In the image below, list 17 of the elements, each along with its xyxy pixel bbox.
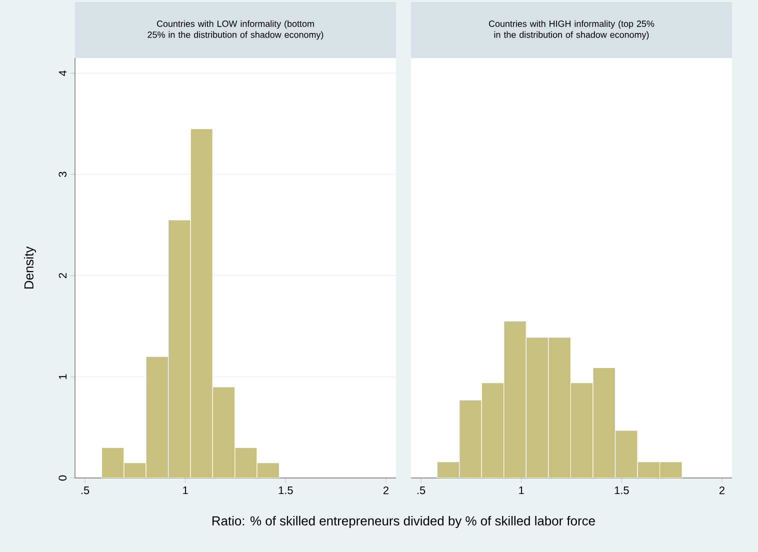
y-axis-title: Density bbox=[24, 246, 36, 289]
x-axis-title: Ratio: % of skilled entrepreneurs divided by % of skilled labor force bbox=[212, 516, 595, 528]
x-tick-label: 2 bbox=[719, 486, 724, 494]
y-tick-label: 0 bbox=[58, 475, 66, 481]
chart-title: Countries with HIGH informality (top 25% in the distribution of shadow economy) bbox=[488, 20, 654, 40]
x-tick-label: .5 bbox=[417, 486, 426, 494]
x-tick-label: 1 bbox=[183, 486, 188, 494]
y-tick-label: 2 bbox=[58, 273, 66, 278]
x-tick-label: 2 bbox=[383, 486, 388, 494]
x-tick-label: .5 bbox=[81, 486, 90, 494]
y-tick-label: 1 bbox=[58, 374, 66, 379]
x-tick-label: 1 bbox=[519, 486, 524, 494]
x-tick-label: 1.5 bbox=[278, 486, 293, 494]
y-tick-label: 4 bbox=[58, 70, 66, 76]
chart-title: Countries with LOW informality (bottom 25% in the distribution of shadow economy) bbox=[148, 20, 324, 40]
y-tick-label: 3 bbox=[58, 172, 66, 177]
x-tick-label: 1.5 bbox=[614, 486, 629, 494]
